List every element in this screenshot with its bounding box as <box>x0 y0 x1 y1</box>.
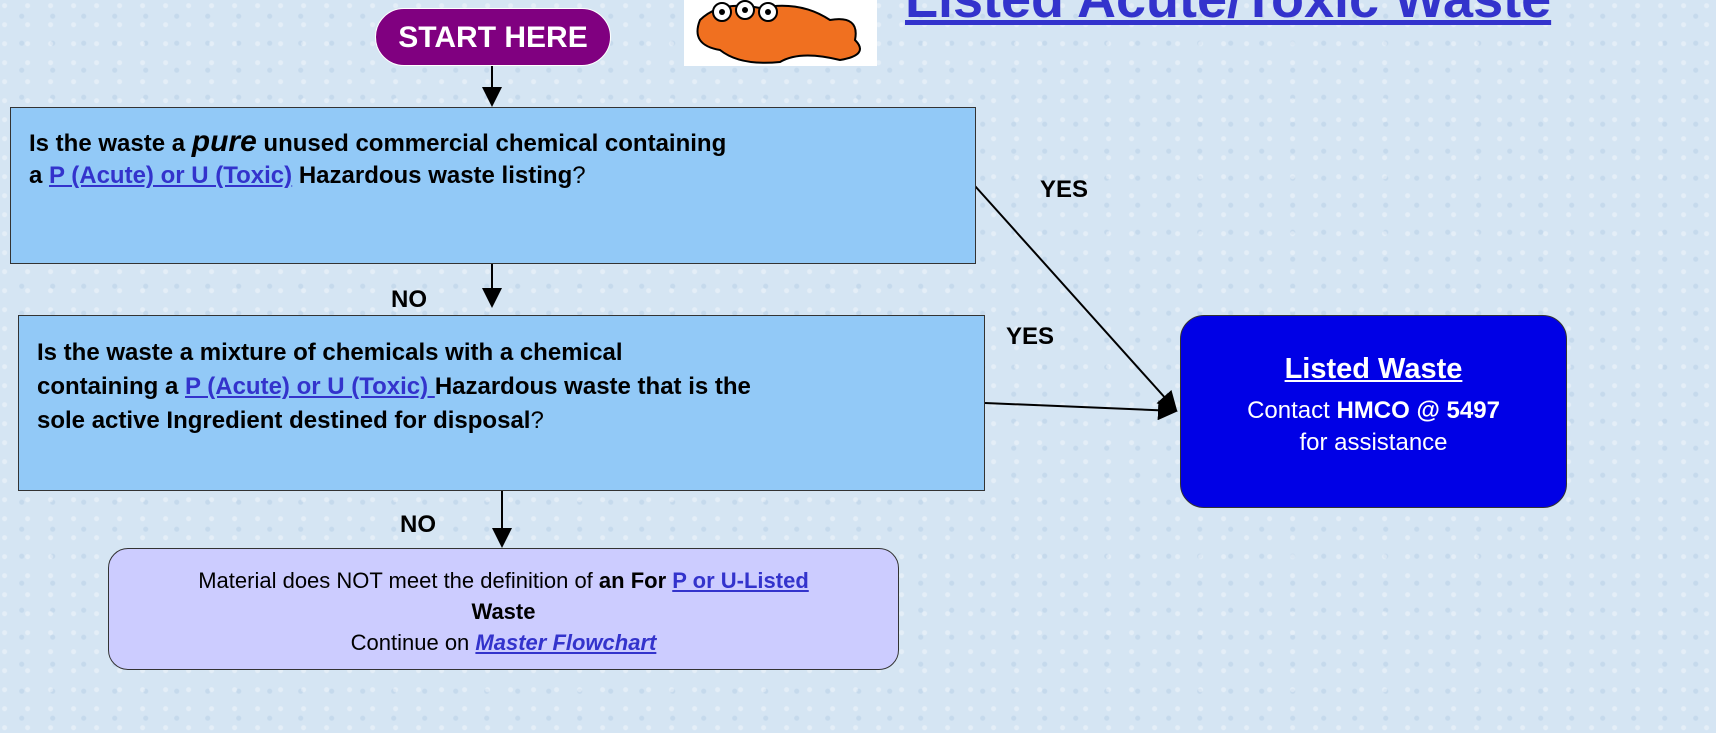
arrow <box>975 186 1176 410</box>
text: a <box>29 162 49 189</box>
text: Contact <box>1247 397 1336 424</box>
yes-label: YES <box>1040 176 1088 204</box>
link[interactable]: P or U-Listed <box>672 568 809 593</box>
result-box: Listed Waste Contact HMCO @ 5497 for ass… <box>1180 315 1567 508</box>
emphasis: pure <box>192 125 257 158</box>
yes-label: YES <box>1006 323 1054 351</box>
no-label: NO <box>391 286 427 314</box>
title-text: Listed Acute/Toxic Waste <box>905 0 1551 29</box>
outcome-line: Waste <box>109 596 898 627</box>
outcome-line: Continue on Master Flowchart <box>109 627 898 658</box>
text: unused commercial chemical containing <box>257 130 726 157</box>
start-node: START HERE <box>375 8 611 66</box>
arrow <box>985 403 1176 411</box>
text: Hazardous waste that is the <box>435 373 751 400</box>
text: ? <box>572 162 585 189</box>
text: Hazardous waste listing <box>292 162 572 189</box>
outcome-line: Material does NOT meet the definition of… <box>109 565 898 596</box>
text: Material does NOT meet the definition of <box>198 568 599 593</box>
link[interactable]: Master Flowchart <box>475 630 656 655</box>
no-label: NO <box>400 511 436 539</box>
text: sole active Ingredient destined for disp… <box>37 407 530 434</box>
link[interactable]: P (Acute) or U (Toxic) <box>185 373 435 400</box>
text: Is the waste a <box>29 130 192 157</box>
link[interactable]: P (Acute) or U (Toxic) <box>49 162 292 189</box>
cartoon-icon <box>684 0 877 66</box>
text: an For <box>599 568 672 593</box>
text: Continue on <box>351 630 476 655</box>
text: containing a <box>37 373 185 400</box>
outcome-box: Material does NOT meet the definition of… <box>108 548 899 670</box>
result-title: Listed Waste <box>1181 353 1566 385</box>
title: Listed Acute/Toxic Waste <box>905 0 1551 30</box>
contact: HMCO @ 5497 <box>1336 397 1499 424</box>
text: Is the waste a mixture of chemicals with… <box>37 339 623 366</box>
result-line: for assistance <box>1181 427 1566 459</box>
result-line: Contact HMCO @ 5497 <box>1181 395 1566 427</box>
text: ? <box>530 407 543 434</box>
question-box: Is the waste a pure unused commercial ch… <box>10 107 976 264</box>
page: Listed Acute/Toxic Waste START HERE Is t… <box>0 0 1716 733</box>
question-box: Is the waste a mixture of chemicals with… <box>18 315 985 491</box>
